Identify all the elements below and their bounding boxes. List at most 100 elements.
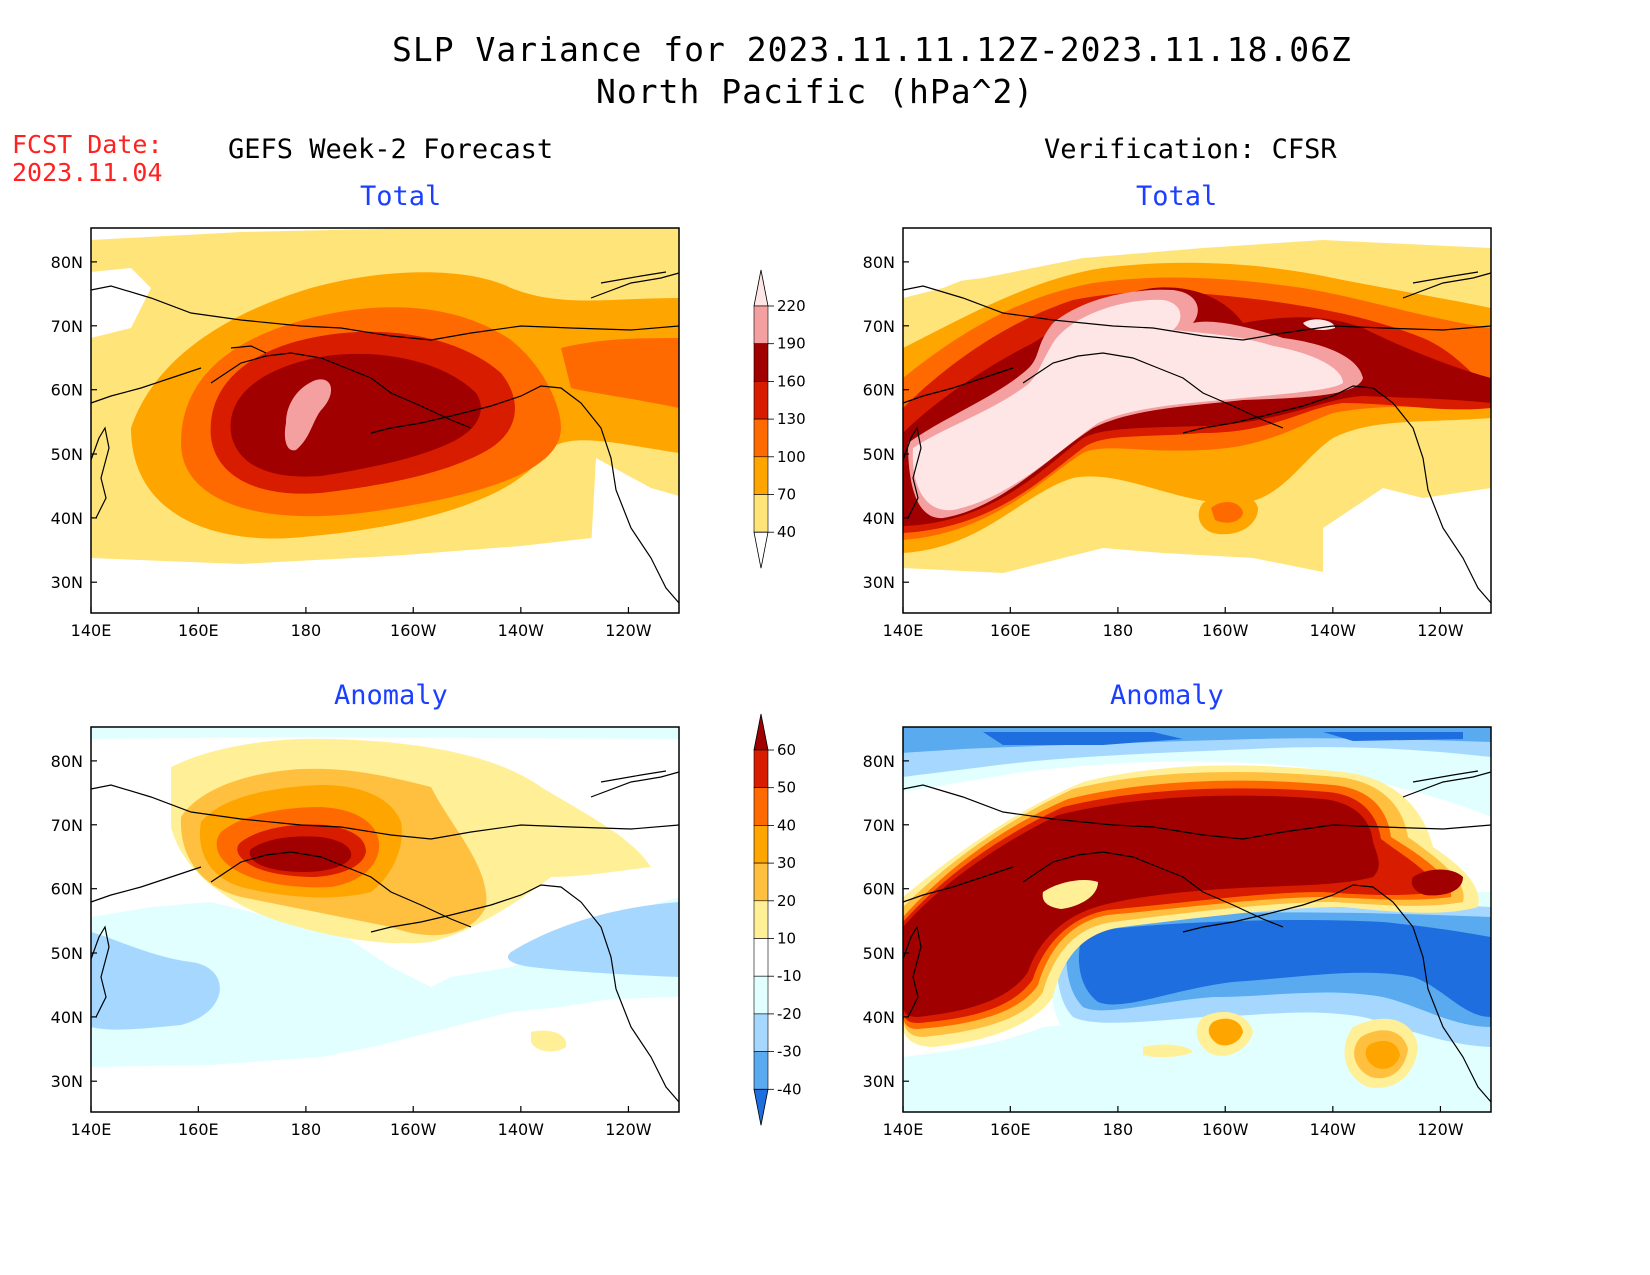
panel-title-verif-total: Total [1136,181,1218,212]
colorbar-label: 20 [777,892,796,910]
x-tick-label: 160E [990,1120,1031,1139]
colorbar-label: -30 [777,1043,802,1061]
colorbar-label: 40 [777,816,796,834]
y-tick-label: 70N [51,816,83,835]
y-tick-label: 30N [51,573,83,592]
y-tick-label: 50N [51,445,83,464]
y-tick-label: 60N [863,381,895,400]
anomaly-shading [903,727,1491,1112]
anomaly-shading [91,727,679,1067]
colorbar-segment [753,1013,769,1052]
x-tick-label: 180 [291,621,322,640]
colorbar-label: 50 [777,779,796,797]
map-verif-total-panel [902,227,1492,614]
y-tick-label: 50N [863,445,895,464]
x-tick-label: 160E [178,1120,219,1139]
y-tick-label: 70N [863,317,895,336]
colorbar-bottom-arrow [753,1088,769,1126]
y-tick-label: 30N [51,1072,83,1091]
colorbar-segment [753,900,769,939]
figure-title-line2: North Pacific (hPa^2) [596,72,1035,111]
colorbar-label: -10 [777,967,802,985]
panel-title-verif-anomaly: Anomaly [1110,680,1224,711]
colorbar-segment [753,343,769,382]
y-tick-label: 30N [863,573,895,592]
colorbar-segment [753,862,769,902]
x-tick-label: 180 [1103,1120,1134,1139]
y-tick-label: 40N [51,509,83,528]
colorbar-top-arrow [753,713,769,751]
x-tick-label: 140E [883,1120,924,1139]
colorbar-segment [753,1051,769,1090]
x-tick-label: 160W [1202,621,1249,640]
colorbar-total: 220 190 160 130 100 70 40 [753,269,806,569]
y-tick-label: 80N [51,752,83,771]
y-tick-label: 50N [863,944,895,963]
coastlines [90,271,680,604]
map-forecast-total-panel [90,227,680,614]
colorbar-label: -20 [777,1005,802,1023]
x-tick-label: 160E [178,621,219,640]
x-tick-label: 120W [605,621,652,640]
colorbar-label: 100 [777,448,806,466]
colorbar-label: 10 [777,930,796,948]
y-tick-label: 70N [863,816,895,835]
panel-title-forecast-total: Total [360,181,442,212]
column-title-verification: Verification: CFSR [1044,134,1337,165]
map-verif-anomaly-panel [902,726,1492,1113]
colorbar-segment [753,494,769,533]
coastlines [90,770,680,1103]
colorbar-label: 130 [777,410,806,428]
y-tick-label: 60N [863,880,895,899]
colorbar-segment [753,938,769,977]
column-title-forecast: GEFS Week-2 Forecast [228,134,554,165]
colorbar-label: 220 [777,297,806,315]
colorbar-segment [753,456,769,495]
colorbar-label: 30 [777,854,796,872]
y-tick-label: 30N [863,1072,895,1091]
x-tick-label: 140W [498,1120,545,1139]
colorbar-label: 190 [777,335,806,353]
y-tick-label: 80N [51,253,83,272]
y-tick-label: 70N [51,317,83,336]
colorbar-label: 70 [777,486,796,504]
coastlines [902,770,1492,1103]
x-tick-label: 140E [883,621,924,640]
x-tick-label: 160W [390,1120,437,1139]
colorbar-label: 40 [777,523,796,541]
colorbar-anomaly: 60 50 40 30 20 10 -10 -20 -30 -40 [753,713,802,1126]
x-tick-label: 140W [498,621,545,640]
colorbar-segment [753,305,769,345]
variance-shading [903,240,1491,613]
forecast-date-value: 2023.11.04 [12,158,163,187]
colorbar-label: 160 [777,372,806,390]
coastlines [902,271,1492,604]
x-tick-label: 180 [291,1120,322,1139]
x-tick-label: 140W [1310,1120,1357,1139]
y-tick-label: 80N [863,752,895,771]
x-tick-label: 140E [71,1120,112,1139]
y-tick-label: 60N [51,880,83,899]
map-forecast-anomaly-panel [90,726,680,1113]
colorbar-label: 60 [777,741,796,759]
y-tick-label: 40N [863,1008,895,1027]
x-tick-label: 180 [1103,621,1134,640]
colorbar-segment [753,975,769,1015]
variance-shading [91,228,679,613]
colorbar-segment [753,825,769,864]
x-tick-label: 120W [1417,1120,1464,1139]
x-tick-label: 120W [1417,621,1464,640]
y-tick-label: 40N [863,509,895,528]
y-tick-label: 40N [51,1008,83,1027]
figure-title-line1: SLP Variance for 2023.11.11.12Z-2023.11.… [392,30,1352,69]
colorbar-segment [753,749,769,789]
x-tick-label: 140E [71,621,112,640]
x-tick-label: 140W [1310,621,1357,640]
colorbar-segment [753,418,769,458]
colorbar-segment [753,787,769,826]
x-tick-label: 160W [1202,1120,1249,1139]
colorbar-segment [753,381,769,420]
x-tick-label: 160W [390,621,437,640]
colorbar-top-arrow [753,269,769,307]
colorbar-label: -40 [777,1080,802,1098]
